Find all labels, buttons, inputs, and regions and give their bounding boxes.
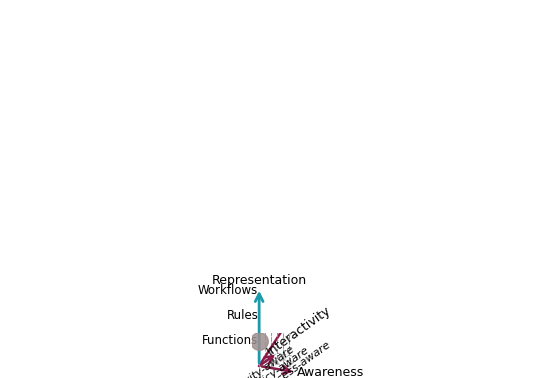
- Text: Workflows: Workflows: [198, 284, 258, 296]
- Text: Representation: Representation: [212, 274, 307, 287]
- Text: Policy-aware: Policy-aware: [248, 345, 311, 378]
- Text: Process-aware: Process-aware: [261, 340, 333, 378]
- Text: Activity-aware: Activity-aware: [226, 344, 297, 378]
- Text: Functions: Functions: [202, 334, 258, 347]
- Text: Interactivity: Interactivity: [264, 304, 333, 358]
- Text: Awareness: Awareness: [296, 366, 364, 378]
- Text: Rules: Rules: [226, 309, 258, 322]
